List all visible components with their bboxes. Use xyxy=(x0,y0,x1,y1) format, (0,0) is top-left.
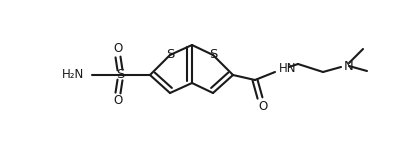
Text: S: S xyxy=(116,68,124,82)
Text: S: S xyxy=(166,49,174,61)
Text: S: S xyxy=(209,49,217,61)
Text: H₂N: H₂N xyxy=(62,68,84,82)
Text: O: O xyxy=(114,43,123,55)
Text: O: O xyxy=(114,95,123,108)
Text: HN: HN xyxy=(279,61,297,74)
Text: N: N xyxy=(344,59,354,73)
Text: O: O xyxy=(258,99,268,112)
